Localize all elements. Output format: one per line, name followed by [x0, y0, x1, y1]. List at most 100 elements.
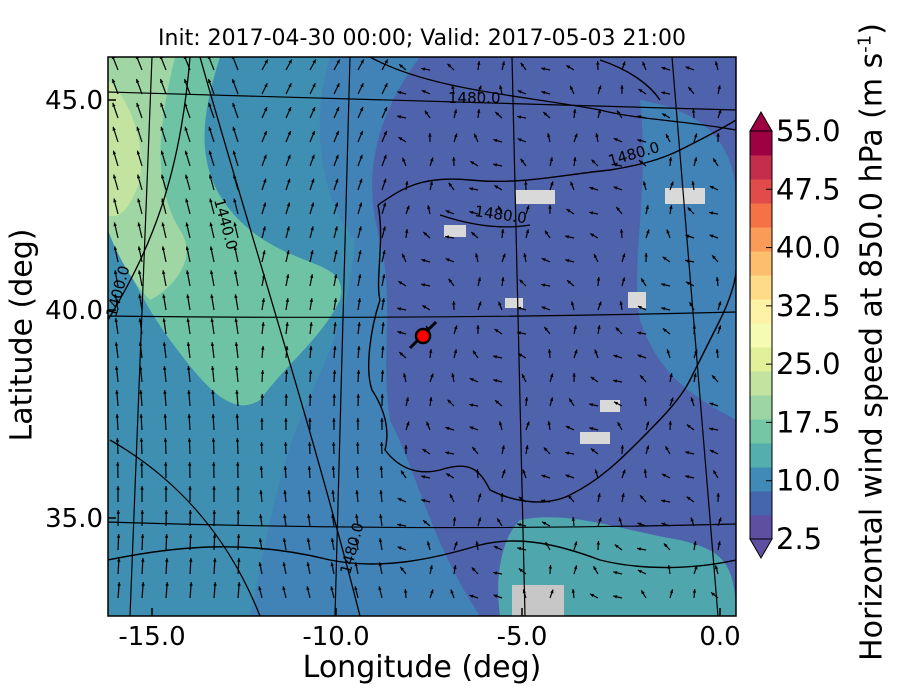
wind-vector-head — [137, 246, 142, 251]
wind-vector-head — [288, 59, 292, 64]
wind-vector-head — [209, 198, 213, 203]
wind-vector-head — [115, 390, 119, 394]
wind-vector-head — [445, 210, 450, 214]
wind-vector-head — [282, 586, 286, 591]
wind-vector-head — [259, 466, 264, 470]
wind-vector-head — [618, 517, 622, 522]
wind-vector-head — [161, 270, 166, 275]
wind-vector-head — [331, 442, 336, 446]
wind-vector-head — [427, 205, 431, 210]
wind-vector-head — [333, 298, 338, 302]
wind-vector-head — [717, 85, 721, 90]
wind-vector-head — [232, 126, 236, 131]
wind-vector-head — [421, 475, 426, 479]
wind-vector-head — [574, 133, 578, 138]
wind-vector-head — [185, 246, 190, 251]
wind-vector-head — [282, 562, 286, 567]
wind-vector-head — [397, 523, 401, 527]
wind-vector-head — [688, 86, 692, 91]
wind-vector-head — [235, 414, 239, 418]
wind-vector-head — [258, 562, 262, 567]
wind-vector-head — [284, 370, 289, 374]
wind-vector-head — [397, 546, 402, 550]
wind-vector-head — [331, 490, 335, 494]
wind-vector-head — [402, 253, 406, 258]
wind-vector-head — [596, 61, 600, 65]
wind-vector-head — [621, 493, 625, 498]
wind-vector-head — [285, 346, 289, 350]
wind-vector-head — [398, 137, 403, 141]
wind-vector-head — [572, 109, 577, 113]
wind-vector-head — [498, 301, 502, 306]
wind-vector-head — [669, 205, 673, 209]
wind-vector-head — [330, 538, 335, 543]
wind-vector-head — [571, 517, 576, 521]
wind-vector-head — [379, 466, 384, 470]
wind-vector-head — [686, 281, 691, 286]
wind-vector-head — [646, 229, 650, 234]
wind-vector-head — [709, 234, 714, 238]
wind-vector-head — [645, 205, 649, 210]
wind-vector-head — [355, 490, 359, 494]
colorbar-band — [750, 227, 772, 252]
wind-vector-head — [112, 78, 116, 83]
wind-vector-head — [524, 181, 528, 185]
wind-vector-head — [669, 589, 674, 594]
wind-vector-head — [497, 518, 501, 523]
wind-vector-head — [184, 126, 188, 131]
wind-vector-head — [162, 366, 167, 370]
colorbar-bands — [750, 131, 772, 540]
wind-vector-head — [661, 499, 666, 503]
wind-vector-head — [357, 346, 361, 350]
wind-vector-head — [161, 222, 165, 227]
wind-vector-head — [331, 514, 335, 518]
wind-vector-head — [234, 342, 239, 346]
wind-vector-head — [645, 421, 650, 426]
wind-vector-head — [210, 294, 214, 299]
wind-vector-head — [668, 421, 673, 425]
wind-speed-field-strong — [108, 57, 342, 406]
wind-vector-head — [263, 130, 267, 135]
wind-vector-head — [189, 558, 193, 562]
wind-vector-head — [517, 547, 522, 551]
wind-vector-head — [421, 90, 426, 94]
wind-vector-head — [112, 126, 116, 131]
wind-vector-head — [309, 346, 313, 350]
wind-vector-head — [430, 157, 434, 162]
colorbar-band — [750, 323, 772, 348]
wind-vector-head — [284, 418, 288, 422]
wind-vector-head — [428, 349, 433, 353]
wind-vector-head — [712, 375, 716, 380]
wind-vector-head — [160, 78, 164, 83]
wind-vector-head — [712, 255, 716, 260]
wind-vector-head — [405, 397, 409, 402]
wind-vector-head — [613, 163, 617, 167]
wind-vector-head — [570, 181, 574, 186]
wind-vector-head — [498, 421, 503, 426]
wind-vector-head — [397, 330, 402, 335]
wind-vector-head — [597, 493, 601, 498]
wind-vector-head — [522, 469, 526, 474]
wind-vector-head — [186, 294, 190, 299]
wind-vector-head — [115, 438, 120, 442]
wind-vector-head — [469, 403, 473, 407]
wind-vector-head — [423, 520, 427, 524]
wind-vector-head — [637, 354, 642, 358]
wind-vector-head — [573, 541, 578, 546]
wind-vector-head — [594, 349, 598, 354]
wind-vector-head — [640, 495, 644, 500]
graticule — [108, 57, 736, 616]
wind-vector-head — [715, 277, 720, 281]
wind-vector-head — [661, 522, 666, 526]
wind-vector-head — [667, 565, 671, 569]
wind-vector-head — [573, 565, 578, 570]
masked-area — [515, 190, 555, 204]
wind-vector-head — [445, 258, 450, 262]
wind-vector-head — [382, 226, 386, 231]
wind-vector-head — [718, 109, 722, 114]
colorbar-tick-label: 25.0 — [776, 347, 841, 381]
wind-vector-head — [493, 378, 498, 383]
wind-vector-head — [709, 402, 714, 406]
wind-vector-head — [285, 322, 289, 326]
wind-vector-head — [613, 186, 618, 190]
